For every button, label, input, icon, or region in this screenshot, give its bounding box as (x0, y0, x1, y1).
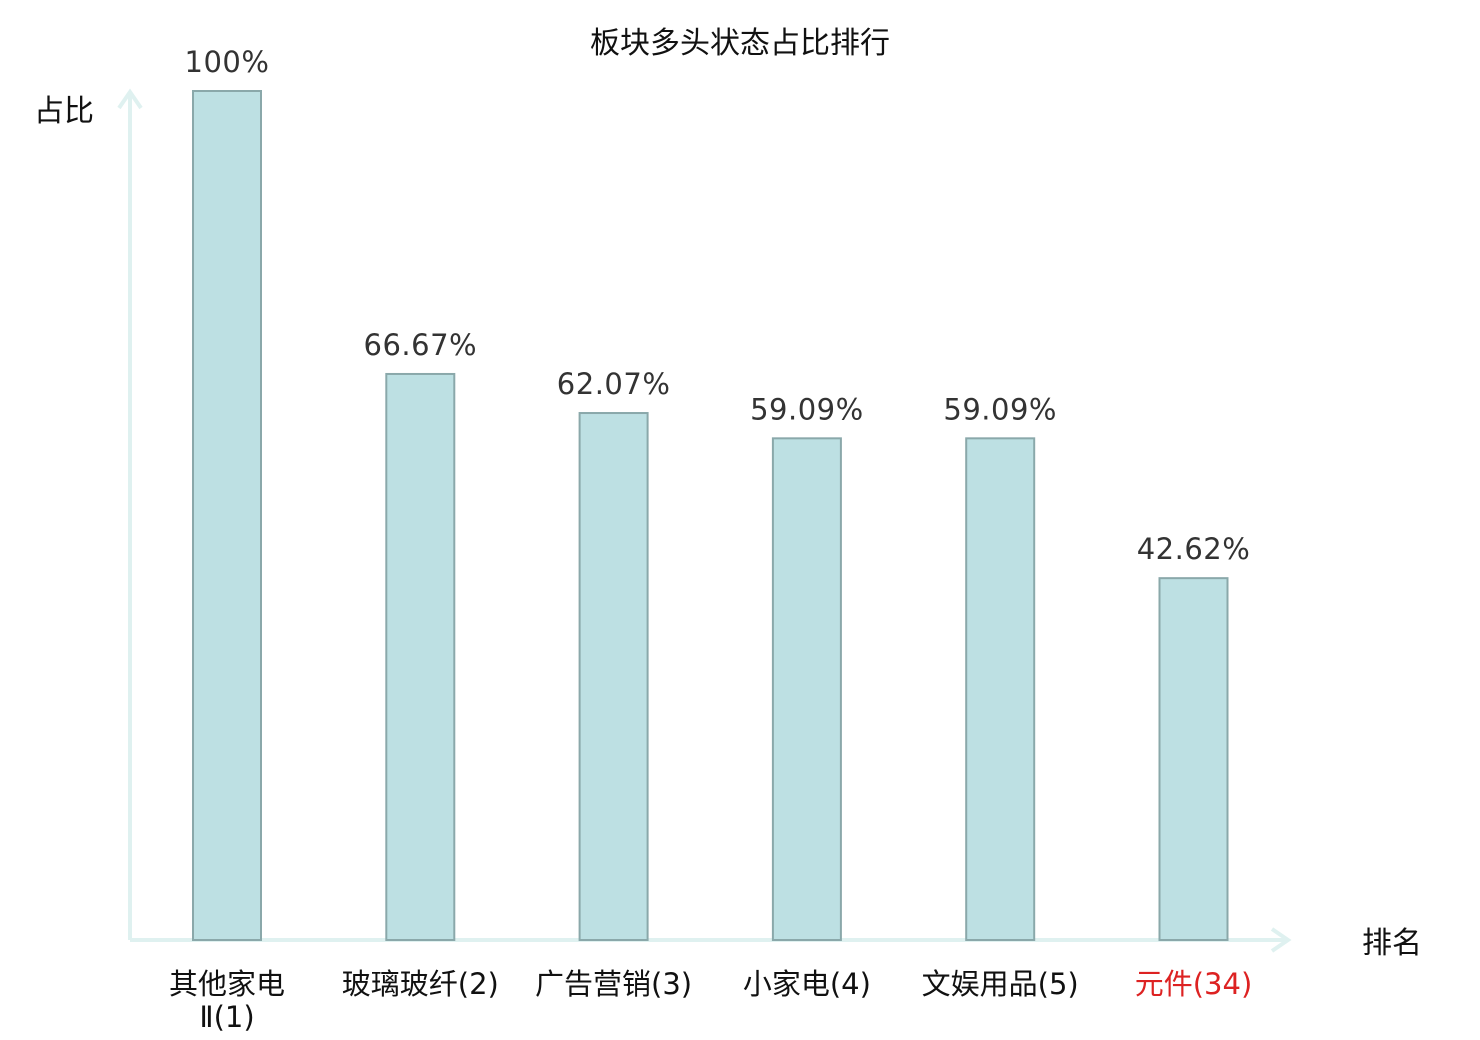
category-label: 其他家电 (169, 967, 285, 1001)
bar-value-label: 66.67% (364, 328, 478, 362)
x-axis (130, 927, 1292, 953)
bar-value-label: 100% (185, 45, 270, 79)
category-label: 元件(34) (1135, 967, 1253, 1001)
y-axis (117, 88, 143, 940)
bar (1158, 577, 1229, 941)
category-label: 玻璃玻纤(2) (342, 967, 499, 1001)
bar (192, 90, 262, 941)
bar-value-label: 59.09% (750, 392, 864, 426)
x-axis-label: 排名 (1362, 926, 1422, 961)
category-label: 小家电(4) (743, 967, 871, 1001)
bar (771, 437, 842, 941)
bar-value-label: 62.07% (557, 367, 671, 401)
bar (965, 437, 1036, 941)
category-label: 广告营销(3) (535, 967, 692, 1001)
category-label: 文娱用品(5) (922, 967, 1079, 1001)
value-labels: 100% 66.67% 62.07% 59.09% 59.09% 42.62% (185, 45, 1251, 566)
chart-title: 板块多头状态占比排行 (590, 26, 890, 61)
category-label: Ⅱ(1) (199, 1000, 254, 1034)
y-axis-label: 占比 (34, 94, 94, 129)
bar (385, 372, 456, 942)
bar-value-label: 42.62% (1137, 532, 1251, 566)
bar-value-label: 59.09% (943, 392, 1057, 426)
bar-series (192, 90, 1229, 942)
bar (578, 412, 649, 941)
